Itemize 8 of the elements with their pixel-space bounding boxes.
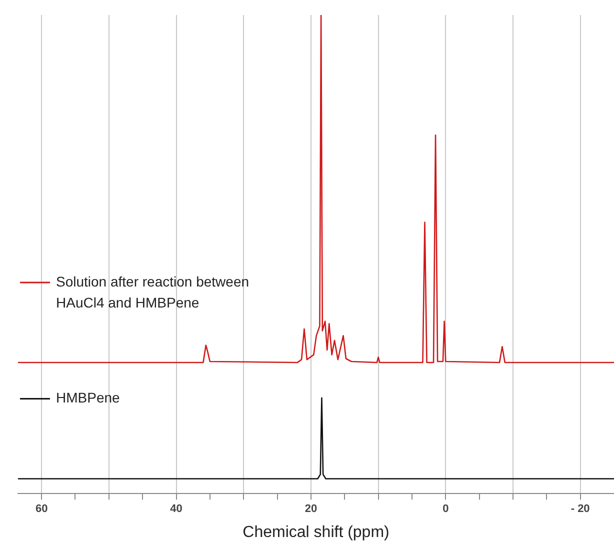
x-tick-label: - 20 — [570, 503, 590, 516]
legend-label: HMBPene — [56, 390, 120, 406]
x-tick-label: 20 — [304, 503, 318, 516]
x-tick-label: 0 — [442, 503, 449, 516]
legend-label: Solution after reaction between HAuCl4 and HMBPene — [56, 273, 250, 310]
x-tick-label: 60 — [35, 503, 48, 516]
x-tick-label: 40 — [170, 503, 182, 516]
x-axis-title: Chemical shift (ppm) — [242, 524, 390, 541]
